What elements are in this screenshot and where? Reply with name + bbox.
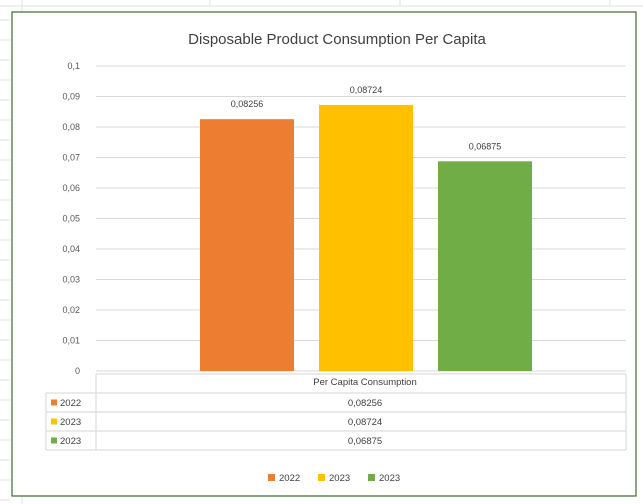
y-tick-label: 0 (75, 366, 80, 376)
data-table: Per Capita Consumption 2022 0,08256 2023 0,… (45, 373, 627, 451)
table-row: 2022 0,08256 (51, 398, 382, 409)
bar[interactable] (438, 161, 532, 371)
y-tick-label: 0,09 (62, 92, 80, 102)
legend-item[interactable]: 2023 (368, 473, 400, 484)
bars (200, 104, 532, 371)
bar-data-label: 0,08256 (231, 99, 264, 109)
legend-item[interactable]: 2022 (268, 473, 300, 484)
y-tick-label: 0,05 (62, 214, 80, 224)
y-tick-label: 0,08 (62, 122, 80, 132)
y-tick-label: 0,01 (62, 336, 80, 346)
table-row-series: 2023 (60, 436, 81, 447)
table-row-series: 2022 (60, 398, 81, 409)
legend-key (368, 474, 375, 481)
chart-title: Disposable Product Consumption Per Capit… (188, 31, 486, 48)
table-row-value: 0,06875 (348, 436, 382, 447)
table-row-value: 0,08256 (348, 398, 382, 409)
table-header-category: Per Capita Consumption (313, 377, 417, 388)
table-row-key (51, 418, 57, 425)
table-row: 2023 0,08724 (51, 417, 382, 428)
legend-key (318, 474, 325, 481)
bar-data-label: 0,08724 (350, 85, 383, 95)
data-table-rows: 2022 0,08256 2023 0,08724 2023 0,06875 (51, 398, 382, 447)
chart-legend: 2022 2023 2023 (268, 473, 400, 484)
legend-key (268, 474, 275, 481)
bar-data-label: 0,06875 (469, 141, 502, 151)
y-tick-label: 0,02 (62, 305, 80, 315)
y-tick-label: 0,07 (62, 153, 80, 163)
bar-data-labels: 0,08256 0,08724 0,06875 (231, 85, 502, 151)
table-row-value: 0,08724 (348, 417, 382, 428)
sheet-row-ticks (0, 19, 10, 501)
bar[interactable] (319, 104, 413, 371)
data-table-lines (45, 373, 627, 451)
y-tick-label: 0,1 (67, 61, 80, 71)
y-tick-label: 0,06 (62, 183, 80, 193)
bar[interactable] (200, 119, 294, 371)
legend-label: 2022 (279, 473, 300, 484)
table-row-key (51, 399, 57, 406)
y-tick-label: 0,04 (62, 244, 80, 254)
legend-label: 2023 (379, 473, 400, 484)
legend-item[interactable]: 2023 (318, 473, 350, 484)
legend-label: 2023 (329, 473, 350, 484)
table-row: 2023 0,06875 (51, 436, 382, 447)
y-axis-tick-labels: 0 0,01 0,02 0,03 0,04 0,05 0,06 0,07 0,08 0,09 0,1 (62, 61, 80, 376)
table-row-key (51, 437, 57, 444)
table-row-series: 2023 (60, 417, 81, 428)
y-tick-label: 0,03 (62, 275, 80, 285)
